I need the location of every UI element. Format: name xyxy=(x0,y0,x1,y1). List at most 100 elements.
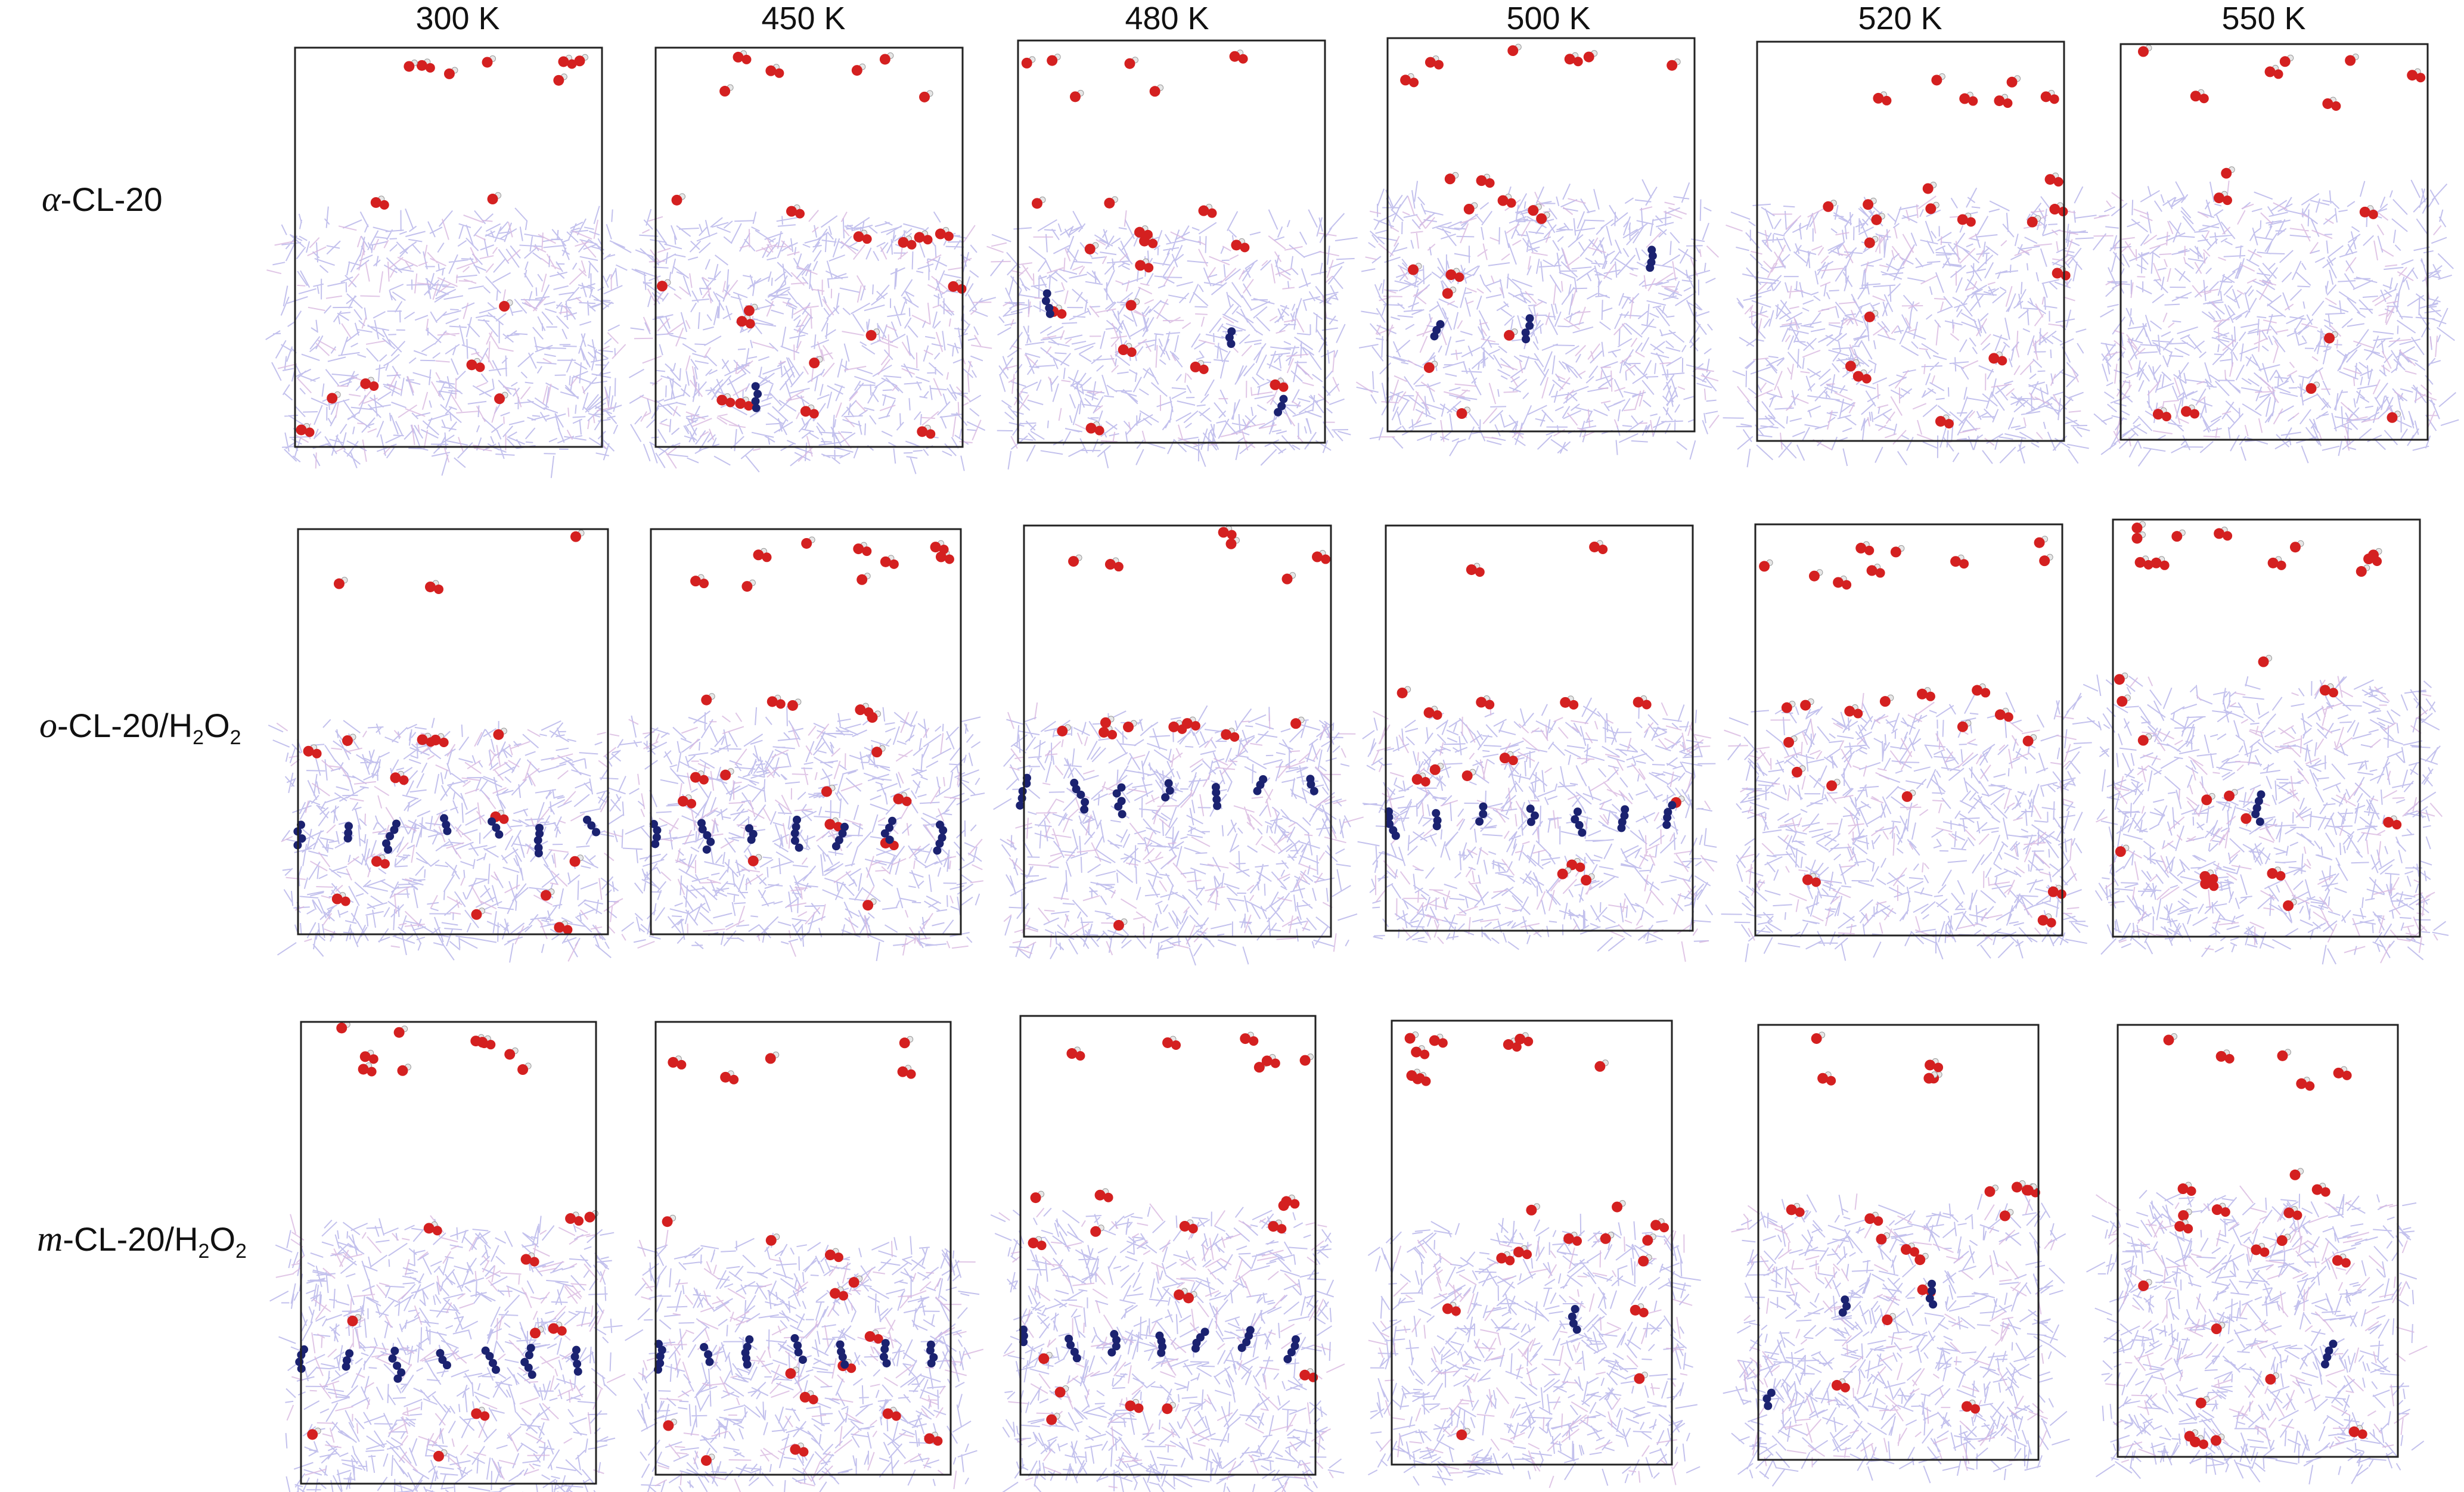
water-molecule xyxy=(2011,1180,2026,1193)
water-molecule xyxy=(553,73,567,86)
water-molecule xyxy=(2211,1322,2226,1335)
water-molecule xyxy=(1581,873,1595,886)
water-molecule xyxy=(2152,407,2171,422)
water-molecule xyxy=(1466,562,1485,577)
cl20-molecule xyxy=(1521,314,1534,344)
water-molecule xyxy=(2264,64,2283,79)
water-molecule xyxy=(1808,569,1823,582)
water-molecule xyxy=(1299,1053,1314,1066)
water-molecule xyxy=(1181,716,1200,731)
water-molecule xyxy=(1397,686,1411,698)
cl20-molecule xyxy=(533,823,544,857)
water-molecule xyxy=(935,227,954,241)
lattice-lines xyxy=(1723,186,2097,468)
water-molecule xyxy=(880,555,899,569)
water-molecule xyxy=(2022,1183,2037,1196)
water-molecule xyxy=(1791,765,1806,778)
water-molecule xyxy=(1513,1245,1532,1260)
water-molecule xyxy=(2195,1396,2210,1409)
simulation-box-outline xyxy=(1391,1019,1673,1466)
water-molecule xyxy=(2189,1435,2208,1449)
water-molecule xyxy=(1261,1053,1280,1068)
water-molecule xyxy=(1901,789,1916,802)
water-molecule xyxy=(2215,1049,2235,1064)
water-molecule xyxy=(569,854,584,867)
row-label-mid: O xyxy=(209,1220,235,1258)
water-molecule xyxy=(1411,772,1430,787)
water-molecule xyxy=(2171,529,2186,542)
water-molecule xyxy=(360,377,379,391)
water-molecule xyxy=(1759,559,1773,572)
row-label-sub: 2 xyxy=(193,726,204,750)
row-label-m-cl20-h2o2: m-CL-20/H2O2 xyxy=(37,1219,247,1263)
cl20-molecule xyxy=(1191,1328,1209,1353)
simulation-box-outline xyxy=(2112,518,2421,938)
cl20-molecule xyxy=(879,1339,891,1367)
water-molecule xyxy=(1476,173,1495,188)
water-molecule xyxy=(1162,1036,1181,1050)
water-molecule xyxy=(2283,1206,2302,1220)
cl20-molecule xyxy=(388,1347,406,1383)
cl20-molecule xyxy=(1274,394,1288,416)
periodic-box-layer xyxy=(294,37,2429,1485)
cl20-molecule xyxy=(790,1334,807,1364)
water-molecule xyxy=(2267,556,2286,570)
water-molecule xyxy=(574,54,589,67)
simulation-box-outline xyxy=(2119,43,2429,441)
water-molecule xyxy=(821,784,836,797)
lattice-lines xyxy=(1367,1213,1701,1486)
water-molecule xyxy=(2117,694,2131,707)
water-molecule xyxy=(1557,867,1572,879)
water-molecule xyxy=(719,84,734,97)
water-molecule xyxy=(1198,204,1217,218)
water-molecule xyxy=(1833,575,1852,590)
water-molecule xyxy=(1183,1291,1197,1304)
cl20-molecule xyxy=(293,820,306,850)
water-molecule xyxy=(741,579,756,592)
lattice-lines xyxy=(2083,674,2449,965)
row-label-prefix: o xyxy=(39,705,57,745)
simulation-box-outline xyxy=(1385,524,1694,932)
water-molecule xyxy=(871,745,886,758)
water-molecule xyxy=(1503,1037,1522,1052)
water-molecule xyxy=(2134,555,2153,570)
cl20-molecule xyxy=(1306,775,1318,795)
water-molecule xyxy=(716,393,736,408)
water-molecule xyxy=(2131,521,2146,534)
water-molecule xyxy=(1802,873,1821,887)
water-molecule xyxy=(1028,1236,1047,1251)
water-molecule xyxy=(897,1065,916,1079)
water-molecule xyxy=(2367,548,2382,561)
water-molecule xyxy=(2356,564,2370,577)
water-molecule xyxy=(1900,1242,1919,1257)
water-molecule xyxy=(2137,45,2152,57)
water-molecule xyxy=(358,1062,377,1077)
water-molecule xyxy=(466,358,485,372)
simulation-box-outline xyxy=(1019,1015,1317,1476)
cl20-molecule xyxy=(440,814,452,835)
water-molecule xyxy=(1231,238,1250,253)
water-molecule xyxy=(333,577,348,589)
water-molecule xyxy=(2348,1425,2367,1439)
cl20-molecule xyxy=(741,1335,754,1369)
water-molecule xyxy=(1863,197,1877,210)
cl20-molecule xyxy=(1617,805,1630,832)
water-molecule xyxy=(690,770,709,785)
water-molecule xyxy=(765,64,784,78)
water-molecule xyxy=(2201,792,2215,806)
water-molecule xyxy=(1634,1372,1648,1384)
water-molecule xyxy=(2190,89,2209,104)
lattice-lines xyxy=(2096,676,2443,963)
water-molecule xyxy=(1400,73,1419,88)
water-molecule xyxy=(2319,683,2338,698)
water-molecule xyxy=(1406,1068,1425,1083)
water-molecule xyxy=(1781,701,1796,713)
water-molecule xyxy=(2213,191,2232,206)
water-molecule xyxy=(347,1314,362,1326)
water-molecule xyxy=(1068,554,1082,567)
water-molecule xyxy=(327,391,341,404)
lattice-lines xyxy=(2096,1185,2428,1463)
water-molecule xyxy=(303,744,322,759)
water-molecule xyxy=(1914,1252,1929,1266)
water-molecule xyxy=(424,580,443,594)
